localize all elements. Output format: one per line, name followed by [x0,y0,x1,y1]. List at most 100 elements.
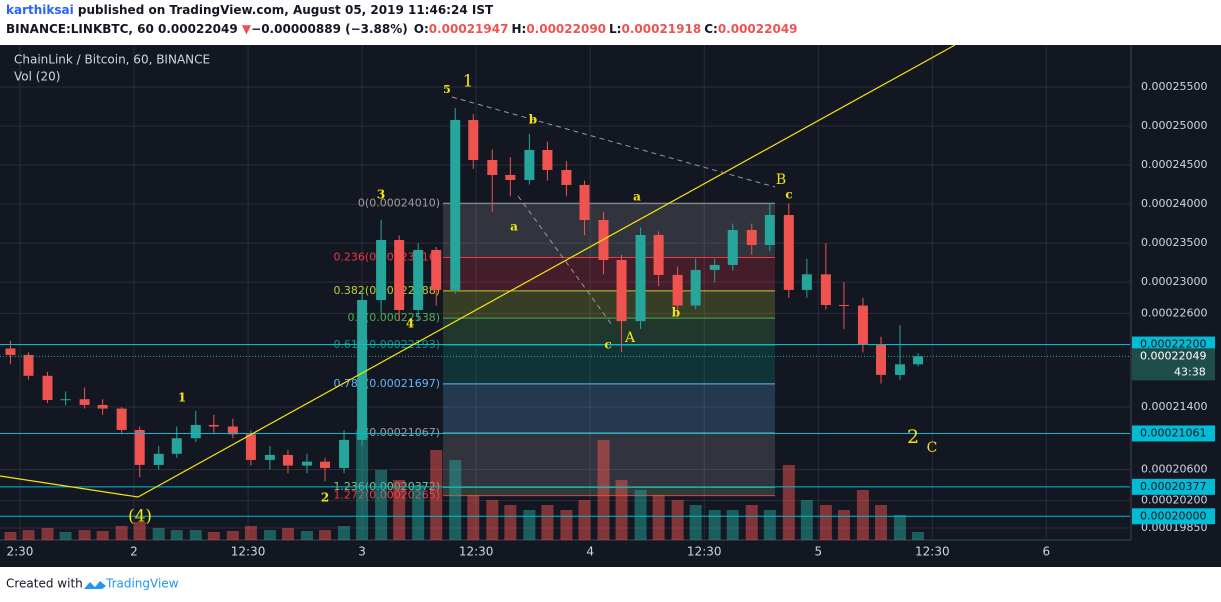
ohlc-value: 0.00022090 [526,22,606,36]
candle-body [394,239,405,310]
x-tick-label: 2:30 [6,545,33,559]
volume-bar [912,532,925,540]
volume-bar [856,490,869,540]
volume-bar [300,531,313,540]
price-tag-label: 0.00020377 [1140,480,1206,493]
arrow: ▼ [242,22,252,36]
candle-body [561,169,572,185]
candle-body [857,305,868,345]
volume-bar [449,460,462,540]
trend-line [0,44,956,498]
volume-bar [115,526,128,540]
candle-body [134,429,145,465]
volume-bar [504,505,517,540]
volume-label: Vol (20) [14,70,60,84]
fib-band [443,290,775,319]
candle-body [690,269,701,306]
candle-body [746,229,757,245]
volume-bar [412,485,425,540]
x-tick-label: 12:30 [231,545,266,559]
volume-bar [708,510,721,540]
volume-bar [523,510,536,540]
x-tick-label: 2 [130,545,138,559]
volume-bar [689,505,702,540]
fib-label: 0(0.00024010) [358,196,440,209]
wave-label: b [529,113,537,127]
y-tick-label: 0.00020600 [1141,462,1207,475]
volume-bar [745,505,758,540]
fib-band [443,345,775,384]
volume-bar [263,530,276,540]
candle-body [357,299,368,440]
x-tick-label: 5 [814,545,822,559]
volume-bar [615,480,628,540]
volume-bar [152,528,165,540]
candle-body [171,438,182,454]
volume-bar [375,470,388,540]
wave-label: 2 [907,426,919,448]
volume-bar [226,531,239,540]
volume-bar [894,515,907,540]
ohlc-label: L: [609,22,621,36]
volume-bar [819,505,832,540]
y-tick-label: 0.00024500 [1141,158,1207,171]
x-tick-label: 3 [358,545,366,559]
ohlc-label: C: [704,22,718,36]
candle-body [5,348,16,355]
candle-body [672,274,683,306]
volume-bar [763,510,776,540]
candle-body [635,234,646,322]
wave-label: 3 [377,188,385,202]
volume-bar [800,500,813,540]
header-line: karthiksai published on TradingView.com,… [6,3,494,17]
ohlc-value: 0.00021918 [621,22,701,36]
candle-body [542,149,553,170]
candle-body [764,214,775,245]
wave-label: (4) [128,507,152,527]
x-tick-label: 12:30 [459,545,494,559]
volume-bar [319,530,332,540]
y-tick-label: 0.00025500 [1141,80,1207,93]
created-with: Created with [6,577,83,591]
y-tick-label: 0.00021400 [1141,400,1207,413]
fib-label: 0.236(0.00023316) [333,250,440,263]
volume-bar [356,430,369,540]
wave-label: A [624,330,636,346]
candle-body [153,453,164,465]
candle-body [450,120,461,290]
change: −0.00000889 (−3.88%) [251,22,408,36]
ohlc: O:0.00021947 H:0.00022090 L:0.00021918 C:0.… [414,22,798,36]
candle-body [505,174,516,180]
candle-body [727,229,738,265]
volume-bar [41,528,54,540]
countdown: 43:38 [1174,365,1206,378]
candle-body [97,404,108,409]
x-tick-label: 6 [1043,545,1051,559]
volume-bar [189,530,202,540]
brand: TradingView [105,577,179,591]
candle-body [301,461,312,466]
candle-body [208,424,219,427]
price-tag-label: 0.00022200 [1140,338,1206,351]
volume-bar [486,500,499,540]
price-tag [1132,508,1215,525]
symbol: BINANCE:LINKBTC, 60 [6,22,154,36]
candle-body [60,399,71,401]
wave-label: 1 [178,391,186,405]
volume-bar [560,510,573,540]
price-tag-label: 0.00020000 [1140,509,1206,522]
x-tick-label: 12:30 [915,545,950,559]
fib-band [443,383,775,433]
ohlc-value: 0.00021947 [429,22,509,36]
price-tag [1132,478,1215,495]
candle-body [653,234,664,275]
candle-body [190,424,201,439]
logo [84,581,106,589]
candle-body [616,259,627,322]
candle-body [413,249,424,310]
price-tag [1132,425,1215,442]
wave-label: a [633,190,641,204]
volume-bar [541,505,554,540]
